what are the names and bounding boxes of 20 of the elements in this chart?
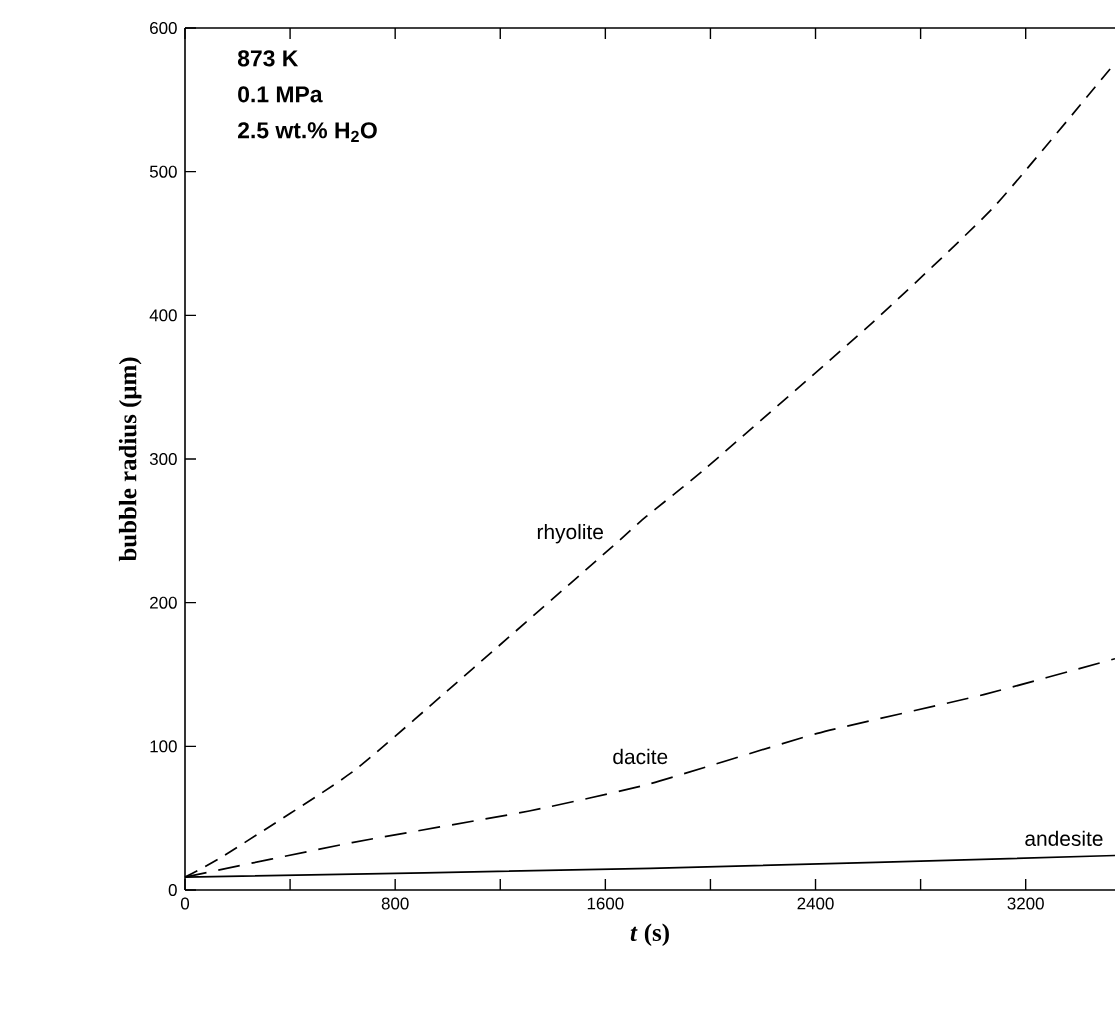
annotation: 873 K — [237, 50, 299, 67]
series-label: dacite — [613, 748, 668, 765]
x-tick-label: 0 — [180, 897, 190, 910]
y-tick-label: 600 — [150, 21, 177, 34]
series-label: rhyolite — [537, 523, 603, 544]
x-tick-label: 800 — [381, 897, 409, 910]
series-label: andesite — [1025, 830, 1103, 846]
y-tick-label: 400 — [149, 309, 177, 322]
y-tick-label: 100 — [150, 740, 177, 753]
y-axis-title: bubble radius (μm) — [118, 357, 142, 562]
y-tick-label: 200 — [150, 596, 177, 609]
annotation: 0.1 MPa — [238, 86, 323, 103]
annotation: 2.5 wt.% H$_{2}$O — [238, 122, 377, 142]
x-tick-label: 2400 — [797, 897, 834, 910]
x-axis-title: t (s) — [630, 923, 669, 947]
y-tick-label: 0 — [168, 884, 177, 896]
y-tick-label: 300 — [149, 453, 177, 465]
x-tick-label: 1600 — [587, 897, 624, 910]
y-tick-label: 500 — [149, 165, 177, 178]
x-tick-label: 3200 — [1007, 897, 1044, 910]
